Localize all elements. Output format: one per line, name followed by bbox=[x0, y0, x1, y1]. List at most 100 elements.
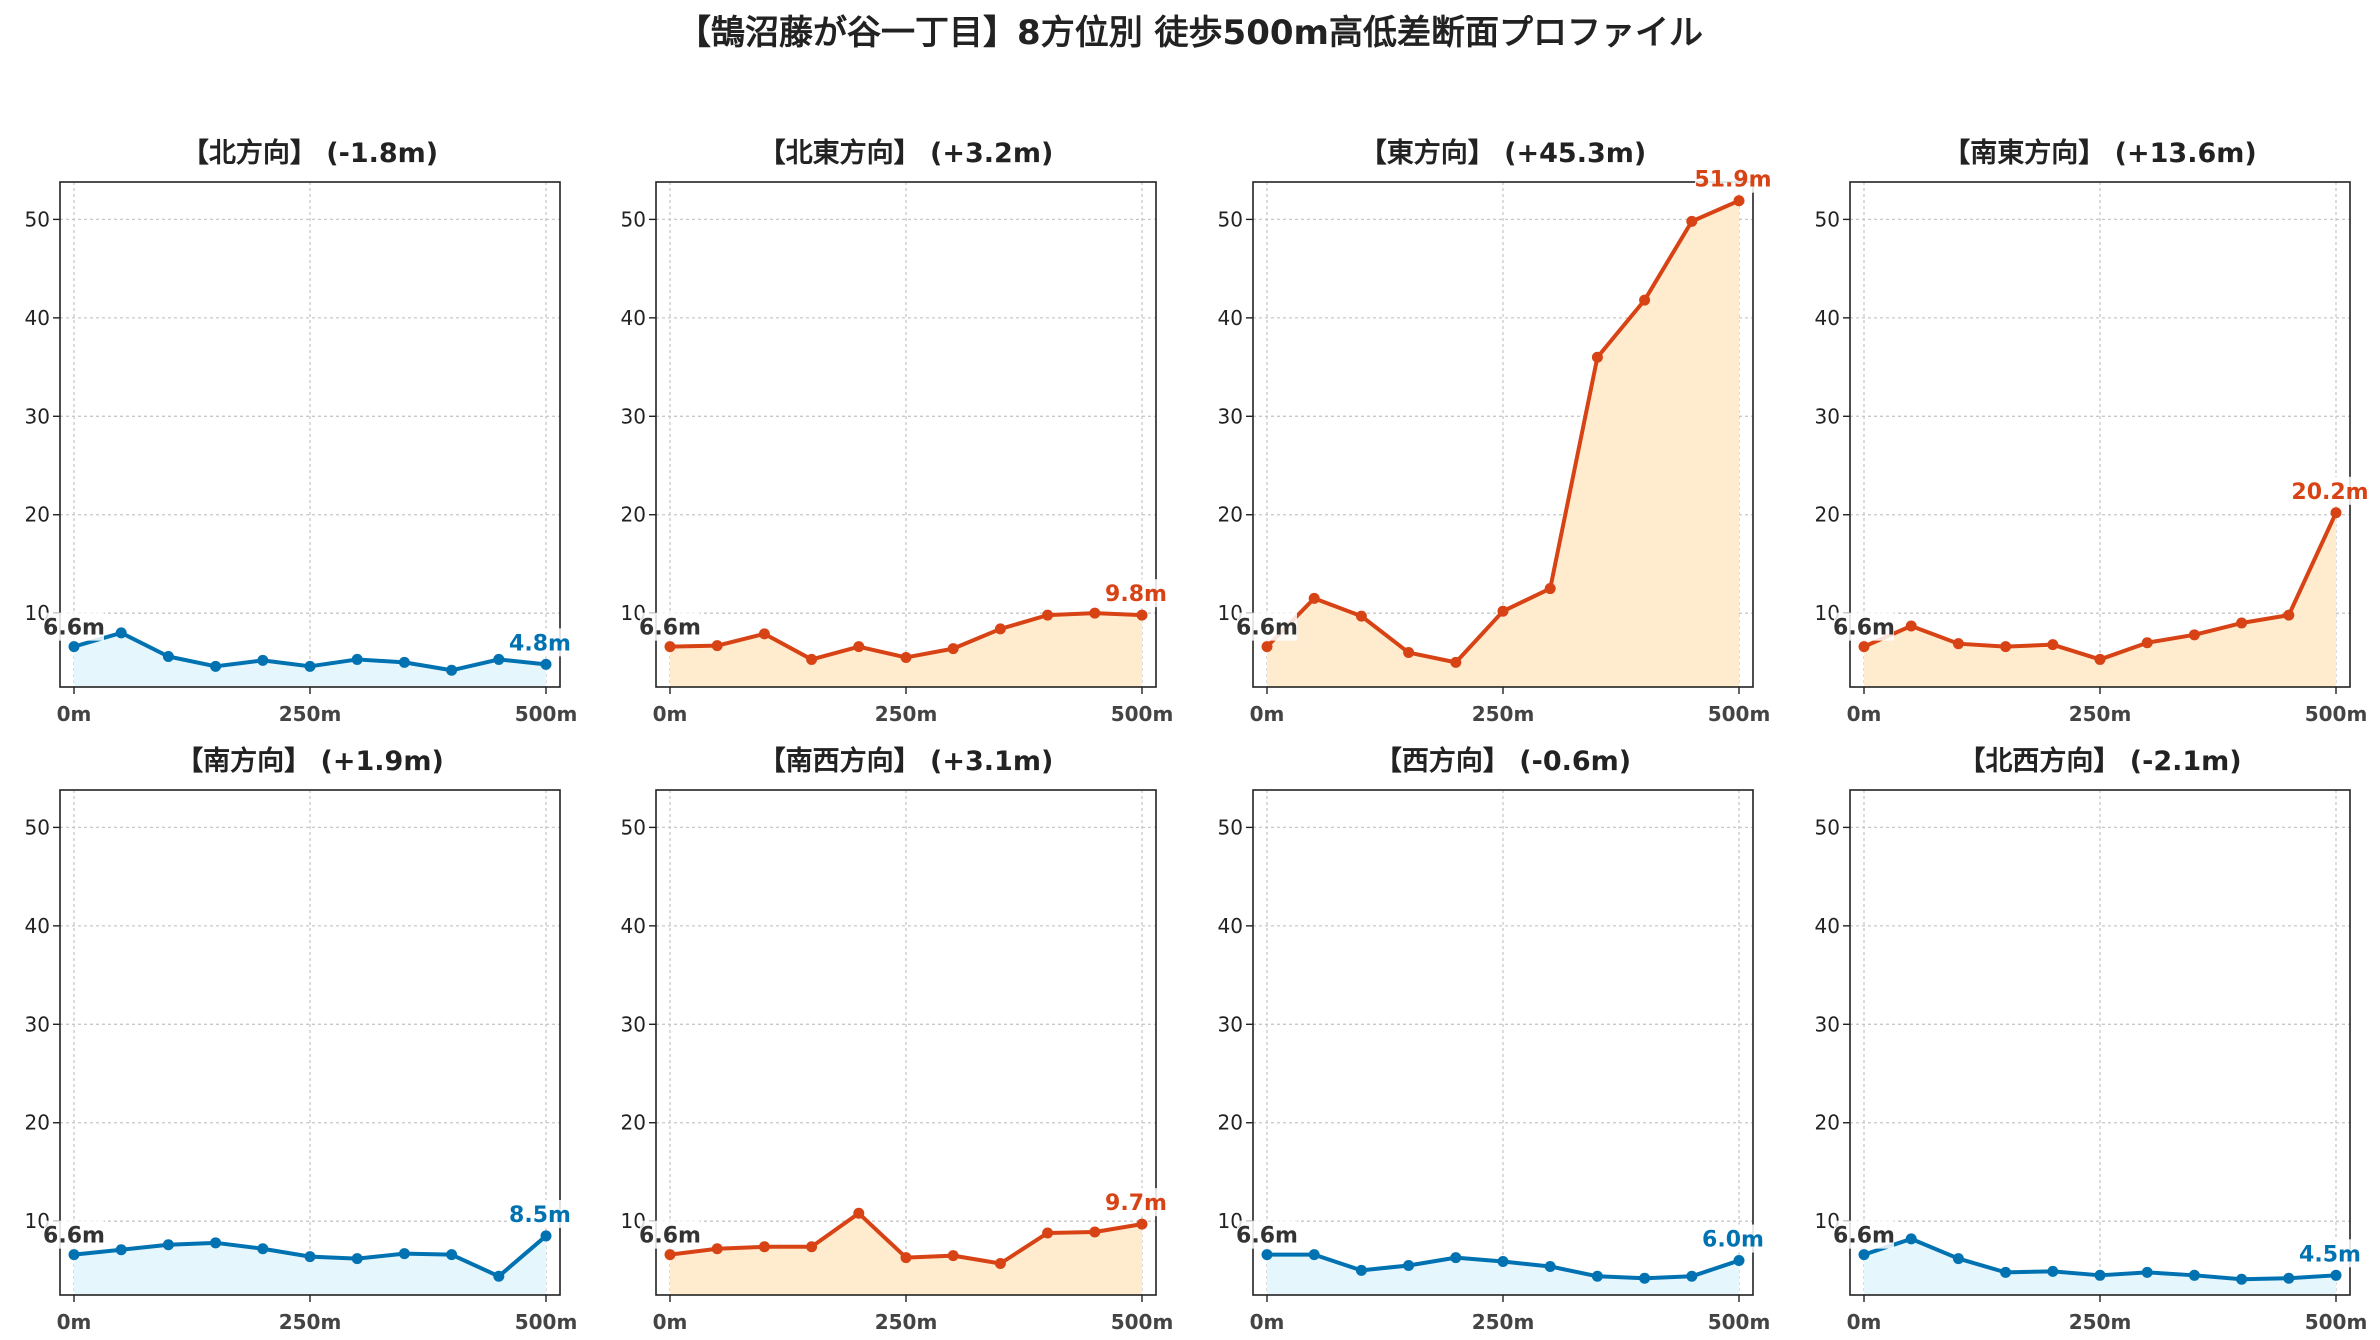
end-label-bg bbox=[509, 1199, 571, 1228]
data-point-500 bbox=[1733, 195, 1745, 207]
xtick-label-0: 0m bbox=[1250, 702, 1285, 726]
data-point-150 bbox=[1403, 1259, 1415, 1271]
data-point-400 bbox=[1639, 1272, 1651, 1284]
ytick-label-40: 40 bbox=[621, 914, 646, 938]
ytick-label-20: 20 bbox=[25, 503, 50, 527]
data-point-200 bbox=[2047, 639, 2059, 651]
xtick-label-0: 0m bbox=[1250, 1310, 1285, 1334]
data-point-250 bbox=[1497, 1256, 1509, 1268]
data-point-400 bbox=[1042, 1227, 1054, 1239]
xtick-label-0: 0m bbox=[653, 702, 688, 726]
start-label-bg bbox=[44, 1220, 104, 1249]
panel-title: 【南東方向】 (+13.6m) bbox=[1943, 137, 2256, 169]
data-point-400 bbox=[1042, 609, 1054, 621]
data-point-150 bbox=[210, 660, 222, 672]
ytick-label-30: 30 bbox=[25, 404, 50, 428]
xtick-label-250: 250m bbox=[1472, 1310, 1535, 1334]
area-fill bbox=[1864, 1238, 2336, 1295]
start-label: 6.6m bbox=[1236, 1224, 1298, 1249]
ytick-label-40: 40 bbox=[1815, 306, 1840, 330]
data-point-300 bbox=[1544, 1260, 1556, 1272]
start-label: 6.6m bbox=[1833, 1224, 1895, 1249]
data-point-350 bbox=[398, 1248, 410, 1260]
data-point-250 bbox=[1497, 605, 1509, 617]
end-label: 20.2m bbox=[2291, 480, 2368, 505]
data-point-450 bbox=[1686, 1270, 1698, 1282]
panel-title: 【北方向】 (-1.8m) bbox=[182, 137, 438, 169]
start-label-bg bbox=[1834, 1220, 1894, 1249]
xtick-label-500: 500m bbox=[1111, 702, 1174, 726]
data-point-250 bbox=[2094, 653, 2106, 665]
area-fill bbox=[1864, 512, 2336, 687]
data-point-0 bbox=[1261, 641, 1273, 653]
data-point-350 bbox=[994, 623, 1006, 635]
data-point-200 bbox=[257, 654, 269, 666]
data-point-450 bbox=[1686, 215, 1698, 227]
data-point-150 bbox=[806, 1241, 818, 1253]
data-point-200 bbox=[257, 1243, 269, 1255]
data-point-450 bbox=[2283, 609, 2295, 621]
ytick-label-40: 40 bbox=[1218, 306, 1243, 330]
data-point-50 bbox=[711, 640, 723, 652]
start-label: 6.6m bbox=[639, 1224, 701, 1249]
ytick-label-50: 50 bbox=[25, 815, 50, 839]
ytick-label-40: 40 bbox=[621, 306, 646, 330]
end-label: 4.5m bbox=[2299, 1242, 2361, 1267]
data-point-400 bbox=[446, 1249, 458, 1261]
ytick-label-20: 20 bbox=[1218, 503, 1243, 527]
data-point-450 bbox=[493, 653, 505, 665]
xtick-label-0: 0m bbox=[57, 1310, 92, 1334]
start-label-bg bbox=[640, 1220, 700, 1249]
data-point-100 bbox=[758, 1241, 770, 1253]
end-label: 9.7m bbox=[1105, 1191, 1167, 1216]
ytick-label-50: 50 bbox=[1218, 815, 1243, 839]
ytick-label-30: 30 bbox=[621, 1012, 646, 1036]
data-point-250 bbox=[900, 651, 912, 663]
area-fill bbox=[74, 1235, 546, 1295]
panel-title: 【東方向】 (+45.3m) bbox=[1360, 137, 1646, 169]
xtick-label-0: 0m bbox=[57, 702, 92, 726]
ytick-label-20: 20 bbox=[1815, 503, 1840, 527]
data-point-150 bbox=[1403, 647, 1415, 659]
start-label: 6.6m bbox=[1833, 616, 1895, 641]
xtick-label-250: 250m bbox=[279, 1310, 342, 1334]
ytick-label-30: 30 bbox=[1218, 1012, 1243, 1036]
data-point-100 bbox=[162, 1239, 174, 1251]
start-label: 6.6m bbox=[43, 1224, 105, 1249]
data-point-100 bbox=[1952, 1253, 1964, 1265]
ytick-label-20: 20 bbox=[1815, 1111, 1840, 1135]
ytick-label-20: 20 bbox=[25, 1111, 50, 1135]
data-point-350 bbox=[1591, 351, 1603, 363]
data-point-100 bbox=[758, 628, 770, 640]
data-point-200 bbox=[1450, 1252, 1462, 1264]
xtick-label-250: 250m bbox=[2069, 702, 2132, 726]
data-point-150 bbox=[210, 1237, 222, 1249]
ytick-label-40: 40 bbox=[25, 914, 50, 938]
data-point-500 bbox=[1733, 1255, 1745, 1267]
xtick-label-500: 500m bbox=[515, 1310, 578, 1334]
data-point-100 bbox=[1355, 610, 1367, 622]
data-point-200 bbox=[2047, 1265, 2059, 1277]
data-point-350 bbox=[2188, 629, 2200, 641]
ytick-label-30: 30 bbox=[1218, 404, 1243, 428]
data-point-200 bbox=[1450, 656, 1462, 668]
data-point-250 bbox=[304, 660, 316, 672]
ytick-label-30: 30 bbox=[621, 404, 646, 428]
ytick-label-30: 30 bbox=[25, 1012, 50, 1036]
data-point-50 bbox=[1905, 1233, 1917, 1245]
data-point-250 bbox=[900, 1252, 912, 1264]
start-label-bg bbox=[1237, 612, 1297, 641]
data-point-150 bbox=[806, 653, 818, 665]
data-point-300 bbox=[947, 643, 959, 655]
xtick-label-250: 250m bbox=[2069, 1310, 2132, 1334]
start-label-bg bbox=[1834, 612, 1894, 641]
xtick-label-250: 250m bbox=[1472, 702, 1535, 726]
data-point-50 bbox=[711, 1243, 723, 1255]
area-fill bbox=[1267, 200, 1739, 687]
ytick-label-50: 50 bbox=[621, 815, 646, 839]
data-point-450 bbox=[2283, 1272, 2295, 1284]
